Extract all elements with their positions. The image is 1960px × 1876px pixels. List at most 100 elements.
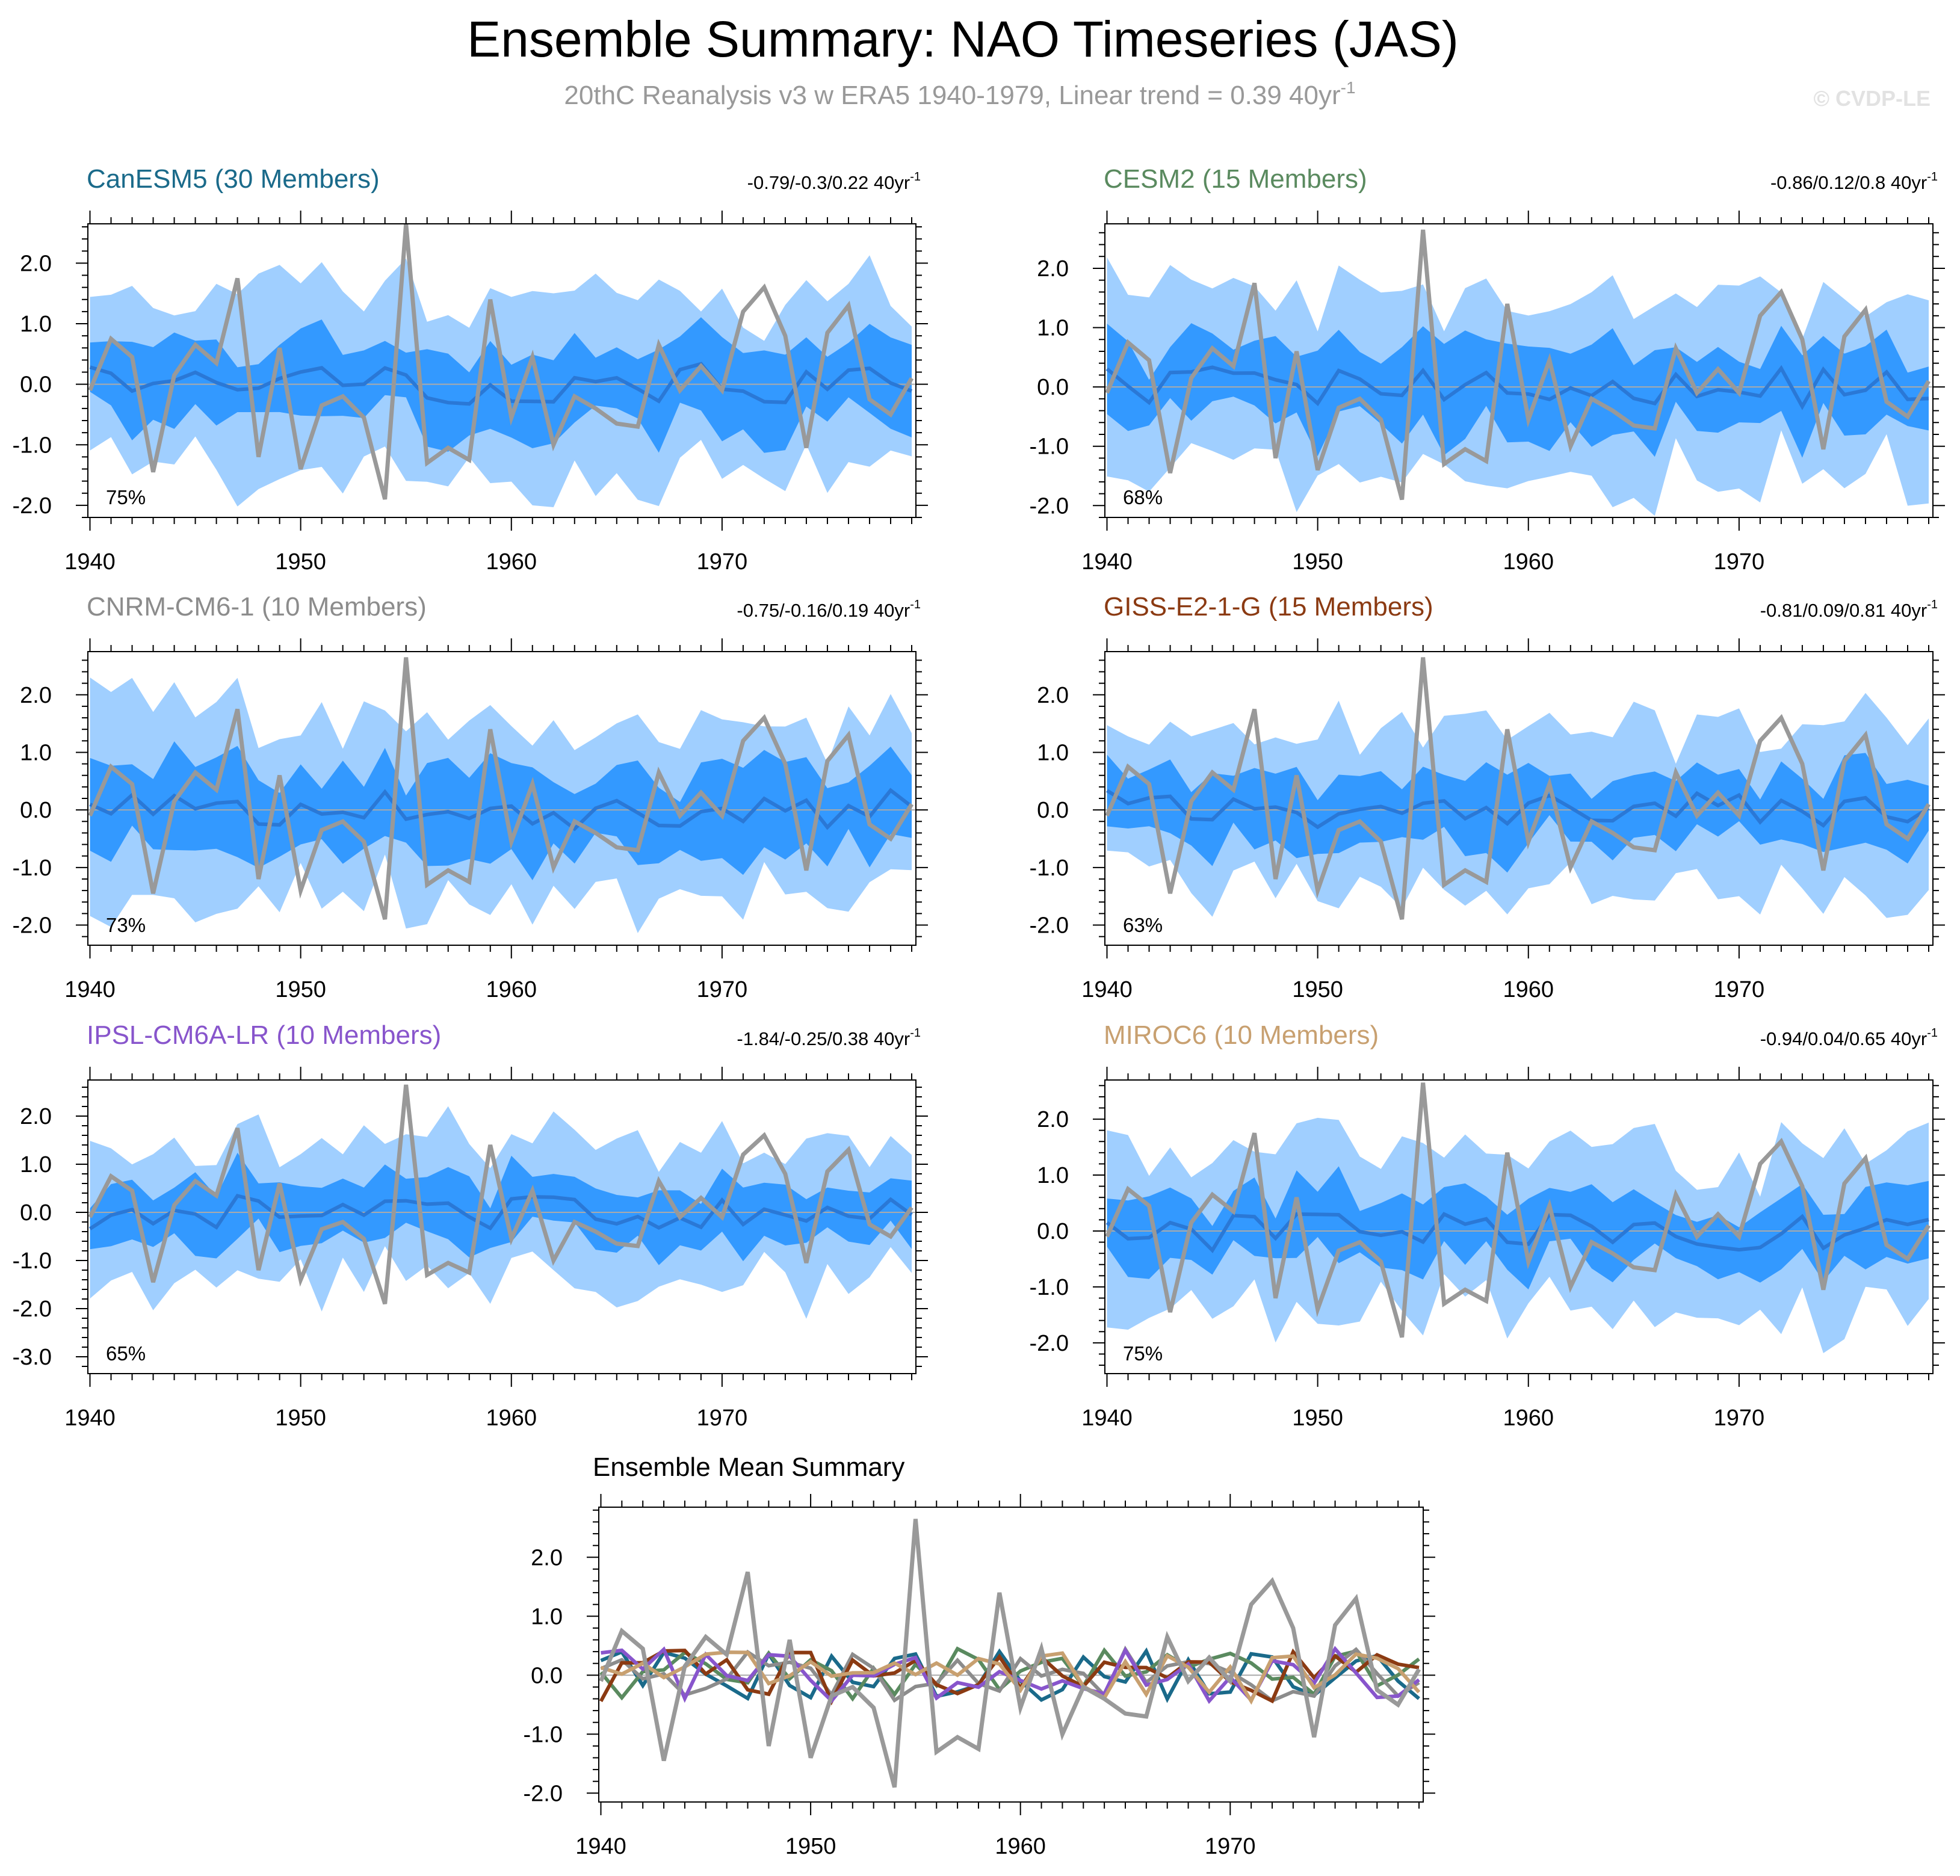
- x-tick-label: 1960: [1503, 977, 1554, 1002]
- x-tick-label: 1960: [1503, 1405, 1554, 1431]
- x-tick-label: 1950: [275, 977, 326, 1002]
- y-tick-label: 0.0: [20, 1200, 52, 1226]
- inner-spread-band: [1107, 1166, 1929, 1290]
- x-tick-label: 1970: [1205, 1834, 1256, 1859]
- panel-title: CESM2 (15 Members): [1104, 164, 1367, 194]
- x-tick-label: 1970: [1714, 977, 1765, 1002]
- y-tick-label: 2.0: [1037, 256, 1069, 282]
- trend-exponent: -1: [1927, 170, 1938, 184]
- x-tick-label: 1940: [1081, 977, 1133, 1002]
- trend-value: -1.84/-0.25/0.38 40yr: [737, 1028, 910, 1049]
- x-tick-label: 1960: [486, 977, 537, 1002]
- x-tick-label: 1960: [486, 1405, 537, 1431]
- panel-2: 1940 1950 1960 1970 2.0 1.0 0.0 -1.0 -2.0 CNRM-CM…: [13, 592, 928, 1002]
- panel-5: 1940 1950 1960 1970 2.0 1.0 0.0 -1.0 -2.0 MIROC6 …: [1030, 1020, 1945, 1431]
- y-tick-label: 2.0: [1037, 1107, 1069, 1132]
- x-tick-label: 1940: [64, 1405, 116, 1431]
- panel-0: 1940 1950 1960 1970 2.0 1.0 0.0 -1.0 -2.0 CanESM5…: [13, 164, 928, 575]
- percent-label: 65%: [106, 1342, 146, 1365]
- y-tick-label: 0.0: [1037, 798, 1069, 823]
- x-tick-label: 1950: [785, 1834, 836, 1859]
- x-tick-label: 1950: [275, 549, 326, 575]
- ensemble-mean-series: [599, 1648, 1420, 1706]
- trend-value: -0.79/-0.3/0.22 40yr: [747, 172, 910, 193]
- trend-label: -0.81/0.09/0.81 40yr-1: [1760, 598, 1938, 621]
- x-tick-label: 1970: [1714, 549, 1765, 575]
- trend-label: -1.84/-0.25/0.38 40yr-1: [737, 1026, 921, 1049]
- ensemble-mean-series: [600, 1650, 1421, 1705]
- plot-frame: [598, 1507, 1424, 1803]
- panel-title: GISS-E2-1-G (15 Members): [1104, 592, 1433, 622]
- plot-frame: [1104, 1079, 1934, 1374]
- y-tick-label: 2.0: [20, 251, 52, 276]
- trend-label: -0.75/-0.16/0.19 40yr-1: [737, 598, 921, 621]
- y-tick-label: -1.0: [13, 433, 52, 458]
- ensemble-mean-line: [89, 788, 913, 832]
- subtitle-main: 20thC Reanalysis v3 w ERA5 1940-1979, Li…: [564, 81, 1340, 110]
- observed-nao-line: [1105, 229, 1931, 501]
- x-tick-label: 1960: [995, 1834, 1046, 1859]
- trend-value: -0.81/0.09/0.81 40yr: [1760, 600, 1927, 621]
- y-tick-label: 2.0: [20, 683, 52, 708]
- x-tick-label: 1950: [1292, 549, 1343, 575]
- trend-exponent: -1: [1927, 1026, 1938, 1040]
- percent-label: 75%: [106, 486, 146, 508]
- x-tick-label: 1960: [1503, 549, 1554, 575]
- y-tick-label: -1.0: [1030, 1275, 1069, 1300]
- plot-area: [1105, 229, 1933, 516]
- panel-title: Ensemble Mean Summary: [593, 1452, 904, 1482]
- y-tick-label: 1.0: [1037, 1163, 1069, 1188]
- x-tick-label: 1940: [1081, 1405, 1133, 1431]
- trend-value: -0.94/0.04/0.65 40yr: [1760, 1028, 1927, 1049]
- y-tick-label: 1.0: [20, 1152, 52, 1177]
- trend-label: -0.86/0.12/0.8 40yr-1: [1770, 170, 1938, 193]
- observed-nao-line: [88, 657, 914, 920]
- observed-nao-line: [1105, 657, 1931, 920]
- panel-title: CNRM-CM6-1 (10 Members): [87, 592, 427, 622]
- y-tick-label: 1.0: [20, 312, 52, 337]
- y-tick-label: 2.0: [20, 1104, 52, 1129]
- panel-4: 1940 1950 1960 1970 2.0 1.0 0.0 -1.0 -2.0 -3.0 IPS…: [13, 1020, 928, 1431]
- percent-label: 75%: [1123, 1342, 1163, 1365]
- plot-area: [1105, 657, 1933, 920]
- inner-spread-band: [90, 317, 912, 453]
- observed-nao-line: [1105, 1082, 1931, 1338]
- x-tick-label: 1970: [697, 549, 748, 575]
- percent-label: 63%: [1123, 914, 1163, 936]
- y-tick-label: -2.0: [13, 913, 52, 939]
- x-tick-label: 1970: [1714, 1405, 1765, 1431]
- y-tick-label: 0.0: [531, 1663, 563, 1688]
- ensemble-mean-line: [1105, 789, 1930, 830]
- plot-frame: [87, 223, 917, 518]
- y-tick-label: 2.0: [1037, 683, 1069, 708]
- y-tick-label: 0.0: [1037, 375, 1069, 400]
- observed-nao-line: [88, 1084, 914, 1305]
- ensemble-mean-line: [88, 1194, 913, 1231]
- ensemble-mean-line: [1105, 365, 1929, 410]
- trend-label: -0.79/-0.3/0.22 40yr-1: [747, 170, 921, 193]
- x-tick-label: 1940: [64, 549, 116, 575]
- y-tick-label: -2.0: [13, 1297, 52, 1322]
- trend-exponent: -1: [1927, 598, 1938, 611]
- ensemble-mean-line: [1105, 1212, 1929, 1253]
- y-tick-label: -1.0: [13, 1248, 52, 1274]
- panel-6: 1940 1950 1960 1970 2.0 1.0 0.0 -1.0 -2.0 Ensembl…: [524, 1452, 1435, 1859]
- watermark: © CVDP-LE: [1813, 86, 1931, 111]
- plot-area: [599, 1519, 1423, 1788]
- observed-nao-line: [599, 1519, 1421, 1788]
- inner-spread-band: [1107, 323, 1929, 458]
- y-tick-label: 2.0: [531, 1545, 563, 1570]
- x-tick-label: 1950: [1292, 977, 1343, 1002]
- y-tick-label: 1.0: [1037, 316, 1069, 341]
- trend-exponent: -1: [910, 598, 921, 611]
- x-tick-label: 1940: [575, 1834, 626, 1859]
- y-tick-label: -1.0: [524, 1722, 563, 1747]
- y-tick-label: -3.0: [13, 1345, 52, 1370]
- ensemble-mean-line: [89, 362, 913, 406]
- plot-frame: [87, 1079, 917, 1374]
- trend-exponent: -1: [910, 1026, 921, 1040]
- plot-frame: [1104, 223, 1934, 518]
- y-tick-label: -2.0: [1030, 493, 1069, 519]
- observed-nao-line: [88, 224, 914, 500]
